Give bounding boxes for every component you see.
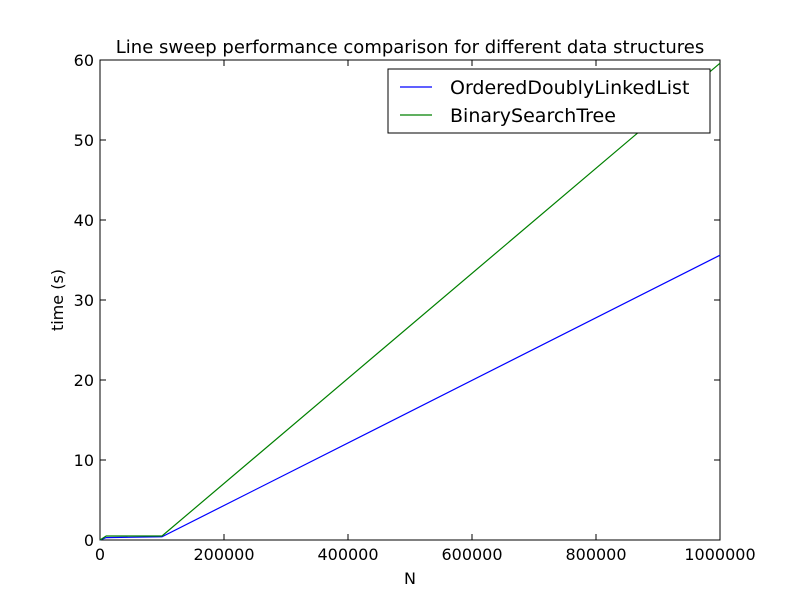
legend-label: OrderedDoublyLinkedList	[450, 77, 689, 99]
legend-label: BinarySearchTree	[450, 105, 616, 127]
legend-box	[387, 68, 711, 134]
x-tick-label: 0	[95, 545, 105, 564]
series-lines	[99, 62, 721, 541]
legend: OrderedDoublyLinkedList BinarySearchTree	[387, 68, 711, 134]
x-tick-label: 1000000	[684, 545, 755, 564]
x-axis-label: N	[404, 569, 416, 588]
y-tick-label: 10	[74, 451, 94, 470]
y-tick-label: 60	[74, 51, 94, 70]
x-tick-label: 800000	[565, 545, 626, 564]
plot-area: 0 200000 400000 600000 800000 1000000 0 10 20 30 4…	[74, 51, 756, 564]
y-tick-label: 0	[84, 531, 94, 550]
y-axis-label: time (s)	[48, 269, 67, 331]
axis-ticks: 0 200000 400000 600000 800000 1000000 0 10 20 30 4…	[74, 51, 756, 564]
y-tick-label: 50	[74, 131, 94, 150]
chart-title: Line sweep performance comparison for di…	[116, 37, 704, 58]
y-tick-label: 30	[74, 291, 94, 310]
x-tick-label: 200000	[193, 545, 254, 564]
y-tick-label: 40	[74, 211, 94, 230]
x-tick-label: 600000	[441, 545, 502, 564]
series-line-1	[99, 62, 721, 541]
x-tick-label: 400000	[317, 545, 378, 564]
series-line-0	[99, 254, 721, 541]
y-tick-label: 20	[74, 371, 94, 390]
